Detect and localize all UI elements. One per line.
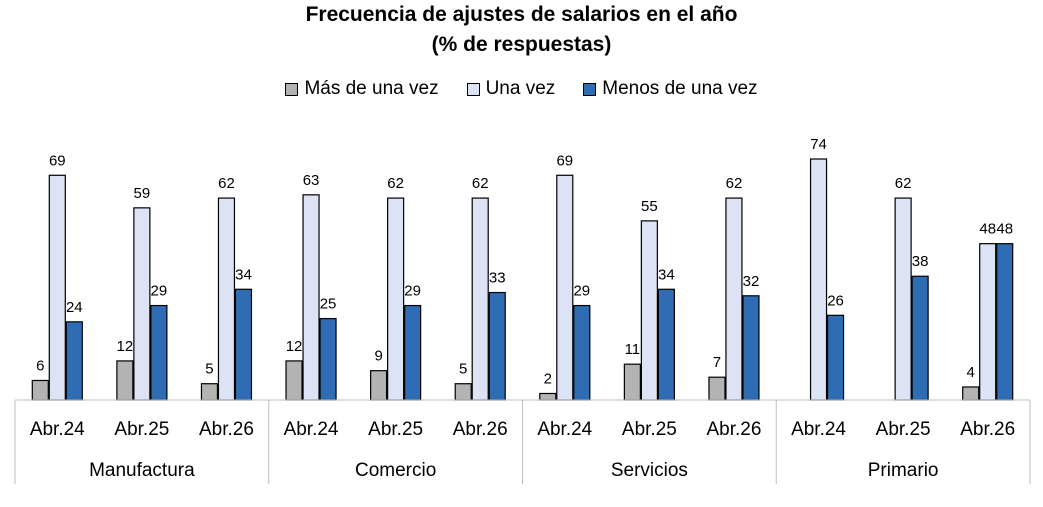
data-label-servicios-abr-26-menos-de-una-vez: 32 (743, 273, 760, 290)
bar-manufactura-abr-24-menos-de-una-vez (65, 321, 83, 401)
data-label-primario-abr-25-una-vez: 62 (895, 175, 912, 192)
x-tick-label-comercio-abr-26: Abr.26 (453, 419, 508, 440)
bar-manufactura-abr-25-una-vez (133, 207, 151, 401)
bar-primario-abr-25-una-vez (894, 197, 912, 401)
x-tick-label-comercio-abr-25: Abr.25 (368, 419, 423, 440)
legend-swatch-una-vez (466, 82, 480, 96)
data-label-comercio-abr-24-una-vez: 63 (303, 172, 320, 189)
bar-manufactura-abr-25-menos-de-una-vez (150, 304, 168, 401)
data-label-comercio-abr-26-mas-de-una-vez: 5 (459, 361, 467, 378)
bar-manufactura-abr-26-mas-de-una-vez (200, 383, 219, 401)
data-label-manufactura-abr-25-mas-de-una-vez: 12 (117, 338, 134, 355)
data-label-comercio-abr-26-una-vez: 62 (472, 175, 489, 192)
data-label-manufactura-abr-26-mas-de-una-vez: 5 (205, 361, 213, 378)
data-label-manufactura-abr-25-una-vez: 59 (134, 185, 151, 202)
bar-servicios-abr-25-una-vez (640, 220, 658, 401)
data-label-servicios-abr-25-menos-de-una-vez: 34 (658, 266, 675, 283)
chart-title-block: Frecuencia de ajustes de salarios en el … (0, 0, 1043, 60)
data-label-comercio-abr-24-mas-de-una-vez: 12 (286, 338, 303, 355)
legend-label-una-vez: Una vez (485, 78, 556, 99)
bar-servicios-abr-26-una-vez (725, 197, 743, 401)
bar-servicios-abr-25-menos-de-una-vez (657, 288, 675, 401)
data-label-primario-abr-26-mas-de-una-vez: 4 (967, 364, 975, 381)
bar-primario-abr-24-menos-de-una-vez (826, 314, 845, 401)
bar-servicios-abr-24-menos-de-una-vez (573, 304, 591, 401)
bar-primario-abr-24-una-vez (809, 158, 828, 401)
x-tick-label-comercio-abr-24: Abr.24 (284, 419, 339, 440)
group-label-servicios: Servicios (611, 460, 688, 481)
group-label-comercio: Comercio (355, 460, 436, 481)
x-tick-label-manufactura-abr-26: Abr.26 (199, 419, 254, 440)
data-label-comercio-abr-25-mas-de-una-vez: 9 (374, 348, 382, 365)
x-tick-label-primario-abr-26: Abr.26 (960, 419, 1015, 440)
x-tick-label-primario-abr-25: Abr.25 (876, 419, 931, 440)
data-label-servicios-abr-24-una-vez: 69 (556, 152, 573, 169)
x-tick-label-servicios-abr-26: Abr.26 (706, 419, 761, 440)
bar-servicios-abr-26-mas-de-una-vez (708, 376, 726, 401)
data-label-comercio-abr-25-una-vez: 62 (387, 175, 404, 192)
data-label-comercio-abr-24-menos-de-una-vez: 25 (320, 296, 337, 313)
data-label-manufactura-abr-26-una-vez: 62 (218, 175, 235, 192)
data-label-servicios-abr-26-mas-de-una-vez: 7 (713, 354, 721, 371)
data-label-servicios-abr-25-una-vez: 55 (641, 198, 658, 215)
bar-primario-abr-25-menos-de-una-vez (911, 275, 929, 401)
bar-comercio-abr-24-mas-de-una-vez (285, 360, 303, 401)
legend-item-mas-de-una-vez: Más de una vez (285, 78, 439, 100)
bar-comercio-abr-25-mas-de-una-vez (370, 370, 388, 401)
bar-servicios-abr-24-mas-de-una-vez (539, 392, 557, 401)
data-label-comercio-abr-25-menos-de-una-vez: 29 (404, 283, 421, 300)
bar-manufactura-abr-26-una-vez (217, 197, 236, 401)
bar-comercio-abr-26-menos-de-una-vez (488, 291, 506, 401)
data-label-servicios-abr-25-mas-de-una-vez: 11 (625, 341, 641, 358)
bar-manufactura-abr-25-mas-de-una-vez (116, 360, 134, 401)
data-label-servicios-abr-24-menos-de-una-vez: 29 (573, 283, 590, 300)
data-label-primario-abr-24-una-vez: 74 (810, 136, 827, 153)
bar-primario-abr-26-una-vez (979, 243, 997, 401)
data-label-manufactura-abr-24-una-vez: 69 (49, 152, 66, 169)
data-label-manufactura-abr-26-menos-de-una-vez: 34 (235, 266, 252, 283)
group-label-manufactura: Manufactura (89, 460, 195, 481)
x-tick-label-primario-abr-24: Abr.24 (791, 419, 846, 440)
data-label-servicios-abr-24-mas-de-una-vez: 2 (544, 370, 552, 387)
bar-primario-abr-26-menos-de-una-vez (996, 243, 1014, 401)
data-label-manufactura-abr-24-menos-de-una-vez: 24 (66, 299, 83, 316)
bar-servicios-abr-26-menos-de-una-vez (742, 295, 760, 401)
data-label-servicios-abr-26-una-vez: 62 (726, 175, 743, 192)
x-tick-label-manufactura-abr-25: Abr.25 (114, 419, 169, 440)
legend-item-una-vez: Una vez (466, 78, 556, 100)
bar-comercio-abr-26-mas-de-una-vez (454, 383, 472, 401)
bar-comercio-abr-25-menos-de-una-vez (404, 304, 422, 401)
bar-primario-abr-26-mas-de-una-vez (962, 386, 980, 401)
chart-subtitle: (% de respuestas) (431, 33, 612, 56)
data-label-manufactura-abr-24-mas-de-una-vez: 6 (36, 357, 44, 374)
legend-swatch-menos-de-una-vez (583, 82, 597, 96)
legend-label-mas-de-una-vez: Más de una vez (304, 78, 439, 99)
bar-comercio-abr-26-una-vez (471, 197, 489, 401)
bar-servicios-abr-25-mas-de-una-vez (623, 363, 641, 401)
bar-comercio-abr-24-una-vez (302, 194, 320, 401)
data-label-primario-abr-26-una-vez: 48 (979, 221, 996, 238)
chart-title: Frecuencia de ajustes de salarios en el … (305, 3, 738, 26)
bar-comercio-abr-25-una-vez (387, 197, 405, 401)
bar-comercio-abr-24-menos-de-una-vez (319, 317, 337, 401)
data-label-comercio-abr-26-menos-de-una-vez: 33 (489, 270, 506, 287)
x-tick-label-servicios-abr-25: Abr.25 (622, 419, 677, 440)
x-tick-label-manufactura-abr-24: Abr.24 (30, 419, 85, 440)
data-label-manufactura-abr-25-menos-de-una-vez: 29 (151, 283, 168, 300)
legend-label-menos-de-una-vez: Menos de una vez (602, 78, 758, 99)
group-label-primario: Primario (868, 460, 939, 481)
legend-item-menos-de-una-vez: Menos de una vez (583, 78, 758, 100)
data-label-primario-abr-25-menos-de-una-vez: 38 (912, 253, 929, 270)
bar-servicios-abr-24-una-vez (556, 174, 574, 401)
x-tick-label-servicios-abr-24: Abr.24 (537, 419, 592, 440)
bar-manufactura-abr-24-una-vez (48, 174, 66, 401)
data-label-primario-abr-24-menos-de-una-vez: 26 (827, 292, 844, 309)
legend: Más de una vez Una vez Menos de una vez (0, 78, 1043, 100)
bar-manufactura-abr-26-menos-de-una-vez (234, 288, 253, 401)
data-label-primario-abr-26-menos-de-una-vez: 48 (996, 221, 1013, 238)
legend-swatch-mas-de-una-vez (285, 82, 299, 96)
bar-manufactura-abr-24-mas-de-una-vez (31, 379, 49, 401)
